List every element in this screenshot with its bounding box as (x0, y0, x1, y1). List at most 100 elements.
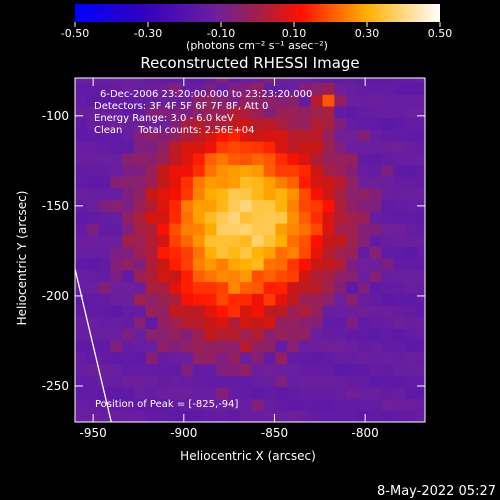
heatmap-cell (145, 105, 159, 119)
heatmap-cell (240, 269, 253, 283)
heatmap-cell (334, 141, 347, 154)
x-tick-label: -950 (80, 426, 107, 440)
heatmap-cell (110, 117, 123, 130)
heatmap-cell (228, 340, 241, 353)
heatmap-cell (133, 176, 147, 189)
heatmap-cell (75, 258, 88, 271)
heatmap-cell (381, 129, 394, 142)
heatmap-cell (275, 129, 288, 142)
heatmap-cell (204, 141, 218, 154)
heatmap-cell (287, 351, 300, 365)
heatmap-cell (75, 386, 88, 400)
heatmap-cell (169, 386, 182, 400)
heatmap-cell (145, 164, 159, 177)
heatmap-cell (263, 129, 276, 142)
heatmap-cell (122, 187, 135, 201)
heatmap-cell (75, 105, 88, 119)
heatmap-cell (263, 363, 276, 376)
heatmap-cell (204, 269, 218, 283)
heatmap-cell (240, 351, 253, 365)
heatmap-cell (86, 398, 100, 411)
heatmap-image (75, 78, 425, 422)
heatmap-cell (416, 141, 425, 154)
heatmap-cell (334, 281, 347, 294)
heatmap-cell (228, 129, 241, 142)
heatmap-cell (169, 293, 182, 306)
heatmap-cell (75, 82, 88, 95)
heatmap-cell (240, 234, 253, 247)
y-axis-label: Heliocentric Y (arcsec) (15, 191, 29, 326)
heatmap-cell (86, 234, 100, 247)
heatmap-cell (275, 94, 288, 107)
heatmap-cell (181, 258, 194, 271)
heatmap-cell (240, 258, 253, 271)
heatmap-cell (98, 211, 111, 224)
heatmap-cell (405, 234, 418, 247)
heatmap-cell (181, 293, 194, 306)
heatmap-cell (110, 246, 123, 259)
heatmap-cell (181, 398, 194, 411)
heatmap-cell (287, 281, 300, 294)
heatmap-cell (240, 187, 253, 201)
heatmap-cell (122, 398, 135, 411)
heatmap-cell (75, 340, 88, 353)
heatmap-cell (334, 328, 347, 341)
heatmap-cell (204, 117, 218, 130)
heatmap-cell (346, 164, 359, 177)
heatmap-cell (310, 281, 324, 294)
heatmap-cell (228, 234, 241, 247)
heatmap-cell (98, 234, 111, 247)
heatmap-cell (263, 152, 276, 166)
heatmap-cell (393, 316, 406, 329)
heatmap-cell (346, 222, 359, 236)
heatmap-cell (240, 129, 253, 142)
heatmap-cell (322, 141, 335, 154)
heatmap-cell (157, 82, 170, 95)
heatmap-cell (157, 234, 170, 247)
heatmap-cell (86, 351, 100, 365)
heatmap-cell (169, 363, 182, 376)
heatmap-cell (287, 82, 300, 95)
heatmap-cell (181, 211, 194, 224)
heatmap-cell (405, 105, 418, 119)
heatmap-cell (122, 164, 135, 177)
heatmap-cell (416, 304, 425, 318)
heatmap-cell (122, 129, 135, 142)
heatmap-cell (75, 152, 88, 166)
heatmap-cell (157, 246, 170, 259)
heatmap-cell (275, 141, 288, 154)
heatmap-cell (381, 304, 394, 318)
heatmap-cell (251, 222, 265, 236)
heatmap-cell (216, 386, 229, 400)
heatmap-cell (334, 316, 347, 329)
heatmap-cell (334, 94, 347, 107)
heatmap-cell (263, 246, 276, 259)
heatmap-cell (334, 129, 347, 142)
heatmap-cell (216, 152, 229, 166)
heatmap-cell (310, 94, 324, 107)
heatmap-cell (216, 410, 229, 422)
heatmap-cell (169, 187, 182, 201)
heatmap-cell (357, 293, 371, 306)
heatmap-cell (275, 281, 288, 294)
heatmap-cell (133, 199, 147, 212)
heatmap-cell (98, 187, 111, 201)
heatmap-cell (287, 199, 300, 212)
heatmap-cell (310, 211, 324, 224)
heatmap-cell (346, 269, 359, 283)
heatmap-cell (145, 234, 159, 247)
heatmap-cell (181, 340, 194, 353)
heatmap-cell (334, 375, 347, 388)
heatmap-cell (122, 199, 135, 212)
heatmap-cell (98, 410, 111, 422)
heatmap-cell (145, 269, 159, 283)
heatmap-cell (75, 222, 88, 236)
heatmap-cell (169, 117, 182, 130)
heatmap-cell (298, 164, 312, 177)
heatmap-cell (98, 105, 111, 119)
heatmap-cell (369, 176, 383, 189)
heatmap-cell (192, 316, 206, 329)
heatmap-cell (287, 328, 300, 341)
heatmap-cell (298, 187, 312, 201)
y-tick-label: -150 (42, 199, 69, 213)
